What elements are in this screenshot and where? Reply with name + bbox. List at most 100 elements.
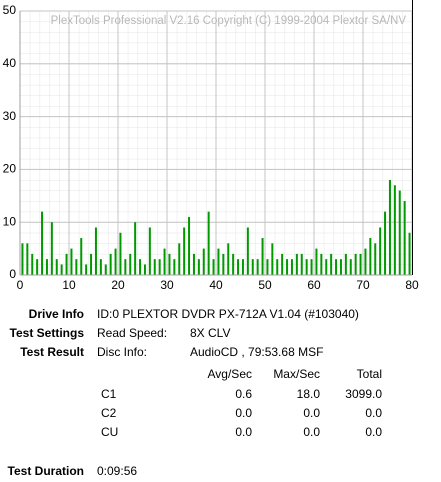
value: 8X CLV — [190, 326, 230, 340]
bar — [310, 259, 313, 275]
y-tick-label: 20 — [3, 162, 17, 176]
bar — [286, 259, 289, 275]
value: AudioCD , 79:53.68 MSF — [190, 345, 323, 359]
y-tick-label: 30 — [3, 109, 17, 123]
bar — [359, 253, 362, 275]
bar — [178, 243, 181, 275]
bar — [222, 253, 225, 275]
bar — [379, 227, 382, 275]
bar — [109, 253, 112, 275]
bar — [300, 253, 303, 275]
cell: 0.0 — [365, 425, 382, 439]
bar — [388, 179, 391, 275]
value: ID:0 PLEXTOR DVDR PX-712A V1.04 (#103040… — [97, 307, 359, 321]
bar — [364, 248, 367, 275]
bar — [207, 211, 210, 275]
bar — [246, 227, 249, 275]
bar — [70, 248, 73, 275]
bar — [354, 253, 357, 275]
cell: 3099.0 — [345, 387, 382, 401]
bar — [85, 264, 88, 275]
x-tick-label: 80 — [405, 278, 419, 292]
bar — [393, 185, 396, 275]
x-tick-label: 50 — [258, 278, 272, 292]
x-tick-label: 40 — [209, 278, 223, 292]
bar — [158, 259, 161, 275]
bar — [227, 243, 230, 275]
bar — [163, 248, 166, 275]
bar — [104, 264, 107, 275]
bar — [90, 253, 93, 275]
key: Read Speed: — [97, 326, 167, 340]
bar — [36, 259, 39, 275]
bar — [80, 238, 83, 275]
bar — [256, 259, 259, 275]
x-tick-label: 10 — [62, 278, 76, 292]
y-tick-label: 40 — [3, 56, 17, 70]
cell: 0.0 — [235, 406, 252, 420]
cell: 0.0 — [235, 425, 252, 439]
bar — [266, 259, 269, 275]
bar — [325, 259, 328, 275]
bar — [188, 216, 191, 275]
bar — [217, 248, 220, 275]
bar — [139, 259, 142, 275]
x-tick-label: 30 — [160, 278, 174, 292]
bar — [99, 259, 102, 275]
bar — [41, 211, 44, 275]
label: Test Settings — [10, 326, 85, 340]
label: Test Duration — [8, 464, 84, 478]
bar — [21, 243, 24, 275]
row-label: C1 — [101, 387, 117, 401]
bar — [173, 259, 176, 275]
cell: 18.0 — [297, 387, 321, 401]
bar — [271, 243, 274, 275]
x-tick-label: 60 — [307, 278, 321, 292]
cell: 0.6 — [235, 387, 252, 401]
bar — [153, 259, 156, 275]
bar — [408, 232, 411, 275]
x-tick-label: 70 — [356, 278, 370, 292]
bar — [55, 259, 58, 275]
bar — [212, 259, 215, 275]
watermark: PlexTools Professional V2.16 Copyright (… — [51, 15, 407, 27]
row-label: CU — [101, 425, 118, 439]
bar — [369, 238, 372, 275]
y-tick-label: 10 — [3, 214, 17, 228]
bar — [134, 222, 137, 275]
bar — [344, 253, 347, 275]
x-tick-label: 20 — [111, 278, 125, 292]
bar — [305, 259, 308, 275]
bar — [26, 243, 29, 275]
bar — [94, 227, 97, 275]
bar — [75, 259, 78, 275]
bar — [374, 243, 377, 275]
bar — [349, 259, 352, 275]
bar — [320, 253, 323, 275]
column-header: Max/Sec — [273, 367, 320, 381]
bar — [290, 259, 293, 275]
bar — [114, 248, 117, 275]
bar — [143, 264, 146, 275]
bar — [335, 259, 338, 275]
bar — [403, 201, 406, 275]
value: 0:09:56 — [97, 464, 137, 478]
y-tick-label: 50 — [3, 3, 17, 17]
y-tick-label: 0 — [9, 267, 16, 281]
bar — [276, 259, 279, 275]
bar — [197, 259, 200, 275]
column-header: Total — [357, 367, 382, 381]
bar — [330, 253, 333, 275]
bar — [232, 253, 235, 275]
bar — [60, 264, 63, 275]
bar — [384, 211, 387, 275]
column-header: Avg/Sec — [208, 367, 252, 381]
bar — [241, 259, 244, 275]
bar — [295, 253, 298, 275]
label: Drive Info — [29, 307, 84, 321]
bar — [261, 238, 264, 275]
bar — [65, 253, 68, 275]
bar — [124, 259, 127, 275]
bar — [281, 253, 284, 275]
